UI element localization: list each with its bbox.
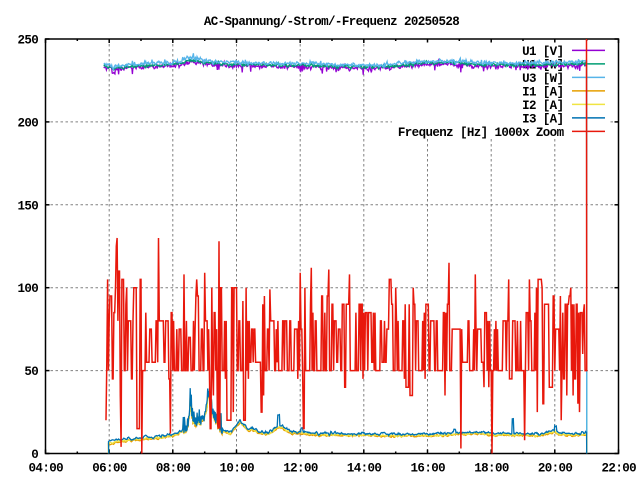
- svg-text:14:00: 14:00: [347, 462, 382, 476]
- svg-text:06:00: 06:00: [92, 462, 127, 476]
- svg-text:I1 [A]: I1 [A]: [522, 85, 563, 99]
- svg-text:0: 0: [31, 448, 38, 462]
- svg-text:16:00: 16:00: [411, 462, 446, 476]
- svg-text:22:00: 22:00: [602, 462, 637, 476]
- svg-text:Frequenz [Hz] 1000x Zoom: Frequenz [Hz] 1000x Zoom: [398, 126, 565, 140]
- svg-text:U3 [W]: U3 [W]: [522, 72, 563, 86]
- svg-text:12:00: 12:00: [283, 462, 318, 476]
- svg-text:04:00: 04:00: [29, 462, 64, 476]
- svg-text:250: 250: [17, 34, 38, 48]
- svg-text:50: 50: [24, 365, 38, 379]
- svg-text:I2 [A]: I2 [A]: [522, 99, 563, 113]
- svg-text:U1 [V]: U1 [V]: [522, 45, 563, 59]
- svg-text:I3 [A]: I3 [A]: [522, 112, 563, 126]
- svg-text:AC-Spannung/-Strom/-Frequenz 2: AC-Spannung/-Strom/-Frequenz 20250528: [204, 15, 459, 29]
- svg-text:20:00: 20:00: [538, 462, 573, 476]
- svg-text:10:00: 10:00: [220, 462, 255, 476]
- svg-text:18:00: 18:00: [474, 462, 509, 476]
- svg-text:100: 100: [17, 282, 38, 296]
- svg-text:150: 150: [17, 199, 38, 213]
- svg-text:200: 200: [17, 116, 38, 130]
- svg-text:08:00: 08:00: [156, 462, 191, 476]
